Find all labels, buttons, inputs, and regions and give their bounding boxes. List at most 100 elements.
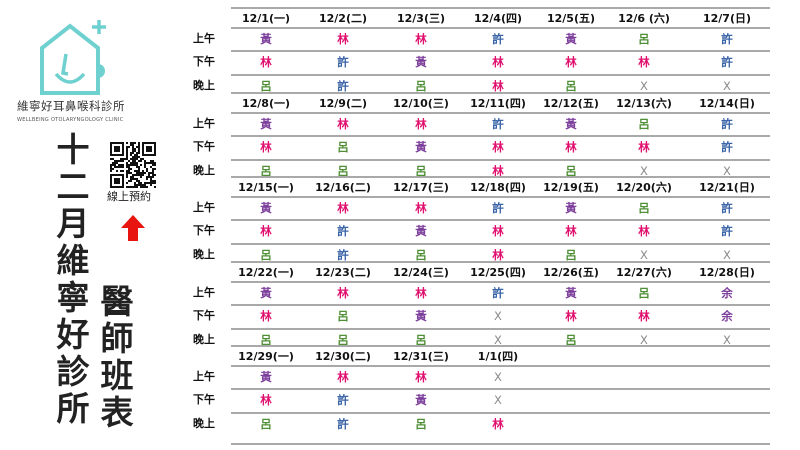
date-header: 12/2(二)	[318, 12, 368, 25]
doctor-cell: 黃	[565, 32, 577, 46]
doctor-cell: 林	[638, 55, 650, 69]
doctor-cell: 呂	[260, 417, 272, 431]
doctor-cell: 林	[565, 224, 577, 238]
qr-code[interactable]	[110, 142, 156, 188]
date-header: 1/1(四)	[477, 350, 519, 363]
doctor-cell: 呂	[565, 333, 577, 347]
doctor-cell: 黃	[565, 201, 577, 215]
doctor-cell: 林	[415, 32, 427, 46]
date-header: 12/20(六)	[616, 181, 672, 194]
doctor-cell: 黃	[415, 309, 427, 323]
doctor-cell: 林	[337, 117, 349, 131]
doctor-cell: 許	[721, 201, 733, 215]
doctor-cell: 林	[415, 370, 427, 384]
divider	[231, 304, 770, 306]
doctor-cell: 林	[415, 117, 427, 131]
date-header: 12/22(一)	[238, 266, 294, 279]
date-header: 12/10(三)	[393, 97, 449, 110]
doctor-cell: X	[723, 164, 731, 178]
doctor-cell: 呂	[337, 333, 349, 347]
date-header: 12/18(四)	[470, 181, 526, 194]
doctor-cell: 黃	[415, 55, 427, 69]
slot-label: 上午	[193, 370, 215, 383]
date-header: 12/25(四)	[470, 266, 526, 279]
doctor-cell: 林	[260, 224, 272, 238]
doctor-cell: 許	[492, 32, 504, 46]
doctor-cell: 林	[260, 393, 272, 407]
doctor-cell: 呂	[260, 164, 272, 178]
doctor-cell: X	[494, 393, 502, 407]
date-header: 12/8(一)	[241, 97, 291, 110]
doctor-cell: 呂	[337, 140, 349, 154]
doctor-cell: 許	[492, 117, 504, 131]
date-header: 12/27(六)	[616, 266, 672, 279]
date-header: 12/3(三)	[396, 12, 446, 25]
date-header: 12/11(四)	[470, 97, 526, 110]
doctor-cell: 黃	[260, 117, 272, 131]
doctor-cell: X	[723, 79, 731, 93]
doctor-cell: 林	[565, 140, 577, 154]
doctor-cell: 黃	[260, 370, 272, 384]
doctor-cell: 許	[492, 201, 504, 215]
doctor-cell: 林	[415, 201, 427, 215]
doctor-cell: 林	[337, 201, 349, 215]
doctor-cell: X	[640, 333, 648, 347]
doctor-cell: 呂	[565, 164, 577, 178]
clinic-logo	[40, 20, 106, 95]
doctor-cell: 呂	[415, 248, 427, 262]
doctor-cell: 許	[337, 55, 349, 69]
doctor-cell: X	[494, 333, 502, 347]
date-header: 12/19(五)	[543, 181, 599, 194]
slot-label: 上午	[193, 201, 215, 214]
date-header: 12/15(一)	[238, 181, 294, 194]
doctor-cell: 呂	[415, 164, 427, 178]
doctor-cell: 余	[721, 309, 733, 323]
doctor-cell: 呂	[638, 286, 650, 300]
slot-label: 晚上	[193, 248, 215, 261]
doctor-cell: 呂	[260, 333, 272, 347]
doctor-cell: 林	[492, 79, 504, 93]
slot-label: 上午	[193, 117, 215, 130]
date-header: 12/24(三)	[393, 266, 449, 279]
schedule-title: 十二月維寧好診所	[51, 132, 90, 428]
divider	[231, 412, 770, 414]
doctor-cell: X	[640, 164, 648, 178]
slot-label: 晚上	[193, 417, 215, 430]
doctor-cell: 林	[492, 224, 504, 238]
doctor-cell: 林	[638, 309, 650, 323]
slot-label: 下午	[193, 55, 215, 68]
doctor-cell: 林	[492, 417, 504, 431]
date-header: 12/7(日)	[702, 12, 752, 25]
doctor-cell: 呂	[260, 248, 272, 262]
date-header: 12/9(二)	[318, 97, 368, 110]
slot-label: 下午	[193, 309, 215, 322]
doctor-cell: 林	[565, 309, 577, 323]
doctor-cell: X	[640, 248, 648, 262]
date-header: 12/4(四)	[473, 12, 523, 25]
date-header: 12/5(五)	[546, 12, 596, 25]
online-booking-label: 線上預約	[107, 190, 151, 203]
divider	[231, 92, 770, 94]
divider	[231, 7, 770, 9]
divider	[231, 74, 770, 76]
doctor-cell: 呂	[415, 79, 427, 93]
doctor-cell: 呂	[638, 201, 650, 215]
date-header: 12/17(三)	[393, 181, 449, 194]
doctor-cell: 呂	[260, 79, 272, 93]
doctor-cell: 林	[337, 286, 349, 300]
doctor-cell: 呂	[415, 333, 427, 347]
doctor-cell: X	[640, 79, 648, 93]
doctor-cell: 呂	[337, 164, 349, 178]
date-header: 12/30(二)	[315, 350, 371, 363]
doctor-cell: 林	[260, 140, 272, 154]
doctor-cell: 呂	[565, 248, 577, 262]
divider	[231, 443, 770, 445]
doctor-cell: 林	[337, 32, 349, 46]
schedule-subtitle: 醫師班表	[95, 284, 134, 432]
doctor-cell: 黃	[415, 140, 427, 154]
doctor-cell: 許	[721, 117, 733, 131]
date-header: 12/6 (六)	[618, 12, 670, 25]
slot-label: 上午	[193, 286, 215, 299]
doctor-cell: X	[494, 370, 502, 384]
doctor-cell: 林	[492, 140, 504, 154]
